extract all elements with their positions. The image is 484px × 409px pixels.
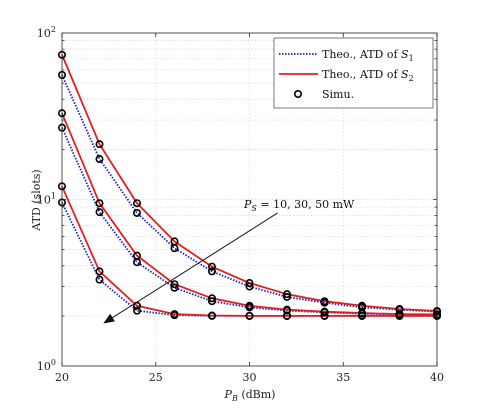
sim-marker	[282, 311, 291, 320]
sim-marker	[133, 208, 142, 217]
sim-marker	[208, 262, 217, 271]
sim-marker	[133, 251, 142, 260]
x-tick-label: 25	[149, 371, 163, 384]
y-axis-label: ATD (slots)	[30, 169, 43, 231]
sim-marker	[320, 297, 329, 306]
sim-marker	[95, 140, 104, 149]
sim-marker	[170, 283, 179, 292]
legend-label-simu: Simu.	[322, 88, 354, 101]
sim-marker	[95, 208, 104, 217]
legend-box	[273, 37, 434, 109]
annotation-arrowhead	[103, 313, 115, 324]
sim-marker	[395, 311, 404, 320]
sim-marker	[208, 311, 217, 320]
sim-marker	[282, 290, 291, 299]
sim-marker	[208, 294, 217, 303]
x-tick-label: 35	[336, 371, 350, 384]
x-tick-label: 20	[55, 371, 69, 384]
annotation: PS = 10, 30, 50 mW	[103, 198, 355, 324]
annotation-arrow	[112, 212, 278, 319]
legend: Theo., ATD of S1 Theo., ATD of S2 Simu.	[273, 37, 434, 109]
sim-marker	[357, 301, 366, 310]
legend-label-s2: Theo., ATD of S2	[322, 68, 414, 83]
sim-marker	[170, 237, 179, 246]
sim-marker	[170, 280, 179, 289]
legend-marker-simu	[293, 90, 302, 99]
sim-marker	[357, 309, 366, 318]
sim-marker	[208, 267, 217, 276]
series-line-1	[61, 74, 438, 313]
sim-marker	[95, 199, 104, 208]
x-tick-label: 30	[243, 371, 257, 384]
sim-marker	[282, 292, 291, 301]
annotation-text: PS = 10, 30, 50 mW	[243, 198, 355, 213]
sim-marker	[245, 279, 254, 288]
sim-marker	[245, 282, 254, 291]
y-tick-label: 100	[37, 358, 56, 373]
series-line-4	[61, 112, 438, 316]
sim-marker	[208, 297, 217, 306]
y-tick-label: 101	[37, 192, 56, 207]
axis-ticks: 20 25 30 35 40 100 101 102	[37, 25, 444, 384]
sim-marker	[95, 267, 104, 276]
legend-label-s1: Theo., ATD of S1	[322, 48, 414, 63]
sim-marker	[245, 301, 254, 310]
sim-marker	[133, 306, 142, 315]
series-lines	[61, 54, 438, 317]
y-tick-label: 102	[37, 25, 56, 40]
sim-marker	[170, 310, 179, 319]
sim-marker	[245, 311, 254, 320]
sim-marker	[320, 307, 329, 316]
x-tick-label: 40	[430, 371, 444, 384]
sim-marker	[95, 155, 104, 164]
sim-marker	[320, 311, 329, 320]
sim-marker	[133, 199, 142, 208]
sim-marker	[95, 275, 104, 284]
series-line-6	[61, 185, 437, 317]
sim-marker	[357, 311, 366, 320]
x-axis-label: PB (dBm)	[224, 388, 276, 403]
